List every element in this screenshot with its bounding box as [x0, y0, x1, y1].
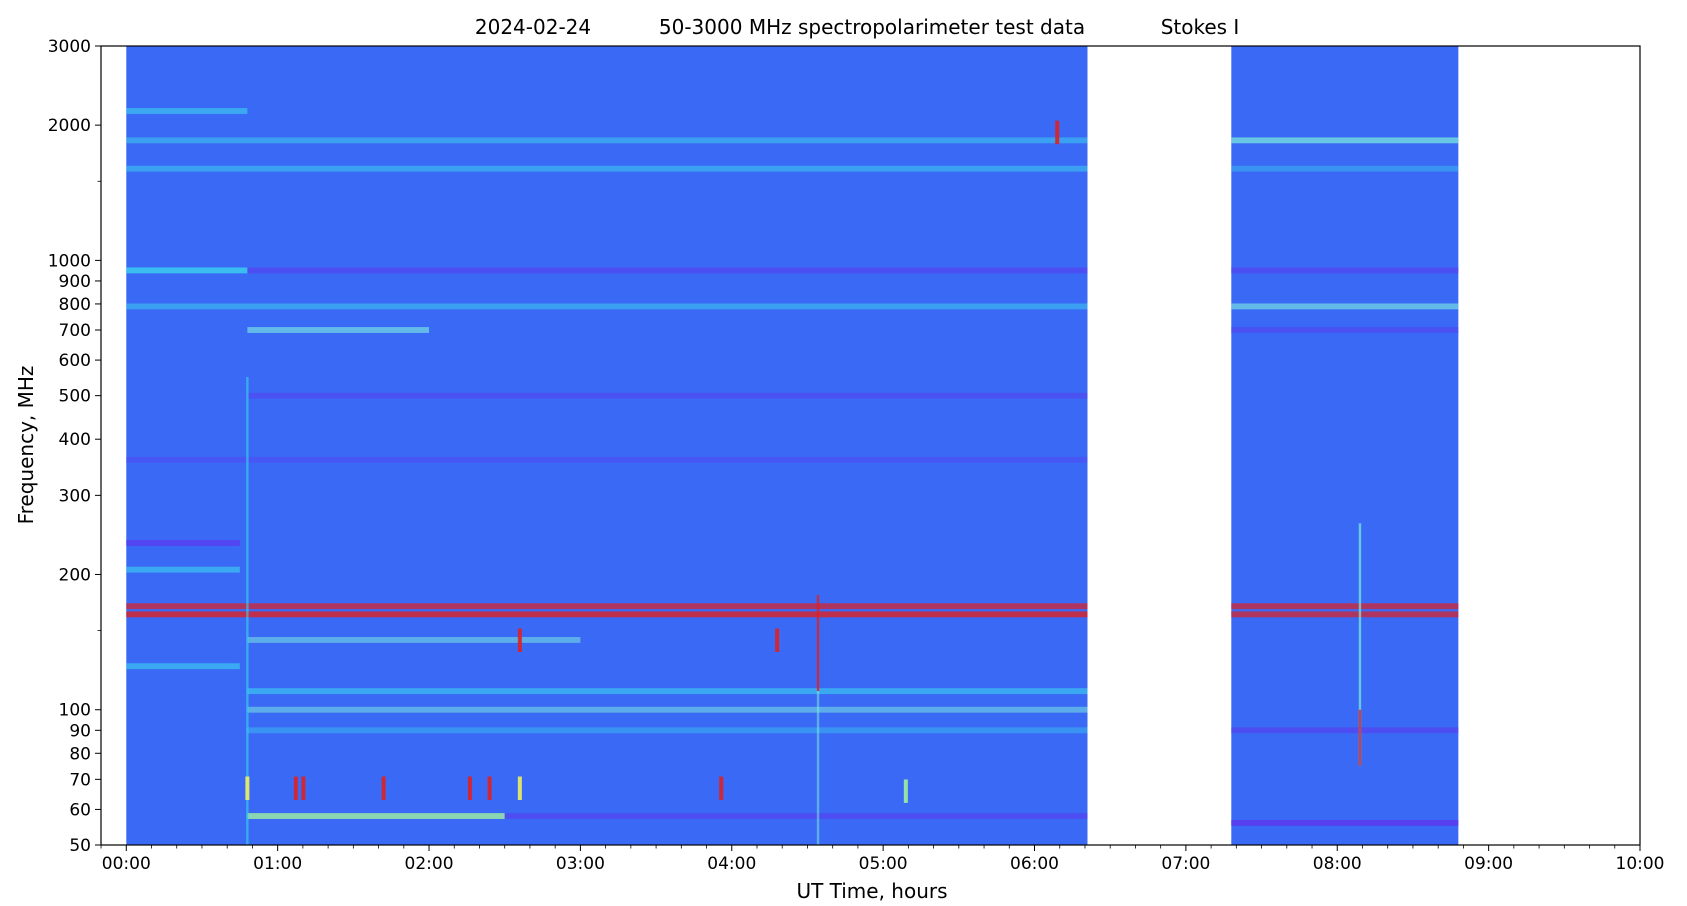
frequency-band-6: [247, 267, 1088, 274]
y-tick-label-9: 500: [59, 387, 91, 407]
x-tick-label-9: 09:00: [1464, 854, 1513, 874]
vertical-feature-0: [246, 377, 249, 845]
x-tick-label-0: 00:00: [102, 854, 151, 874]
frequency-band-20: [247, 637, 581, 643]
burst-feature-8: [903, 779, 908, 803]
frequency-band-25: [1231, 727, 1459, 734]
x-tick-label-7: 07:00: [1161, 854, 1210, 874]
y-axis-label: Frequency, MHz: [14, 366, 38, 525]
burst-feature-2: [301, 776, 306, 800]
frequency-band-13: [126, 456, 1088, 463]
y-tick-label-14: 1000: [48, 251, 91, 271]
burst-feature-4: [467, 776, 472, 800]
frequency-band-2: [1231, 137, 1459, 144]
burst-feature-6: [517, 776, 522, 800]
y-tick-label-6: 200: [59, 565, 91, 585]
frequency-band-22: [247, 688, 1088, 695]
burst-feature-10: [517, 628, 522, 653]
frequency-band-8: [126, 303, 1088, 310]
title-date: 2024-02-24: [475, 15, 591, 39]
y-tick-label-2: 70: [69, 770, 91, 790]
y-tick-label-0: 50: [69, 836, 91, 856]
y-tick-label-4: 90: [69, 721, 91, 741]
y-tick-label-13: 900: [59, 272, 91, 292]
frequency-band-24: [247, 727, 1088, 734]
data-segment-1: [1231, 46, 1459, 845]
x-tick-label-2: 02:00: [405, 854, 454, 874]
y-tick-label-8: 400: [59, 430, 91, 450]
vertical-feature-3: [1358, 523, 1362, 766]
frequency-band-19: [1231, 611, 1459, 618]
plot-frame: [100, 45, 1641, 846]
burst-feature-0: [245, 776, 250, 800]
x-tick-label-8: 08:00: [1313, 854, 1362, 874]
title-description: 50-3000 MHz spectropolarimeter test data: [659, 15, 1085, 39]
frequency-band-9: [1231, 303, 1459, 310]
x-tick-label-5: 05:00: [859, 854, 908, 874]
frequency-band-1: [126, 137, 1088, 144]
y-tick-label-5: 100: [59, 701, 91, 721]
y-tick-label-1: 60: [69, 800, 91, 820]
frequency-band-28: [1231, 819, 1459, 826]
burst-feature-3: [381, 776, 386, 800]
frequency-band-17: [1231, 603, 1459, 610]
vertical-feature-4: [1358, 709, 1362, 766]
frequency-band-16: [126, 603, 1088, 610]
x-tick-label-4: 04:00: [707, 854, 756, 874]
frequency-band-27: [504, 813, 1088, 819]
frequency-band-11: [1231, 327, 1459, 333]
x-axis-label: UT Time, hours: [796, 879, 947, 903]
x-tick-label-3: 03:00: [556, 854, 605, 874]
frequency-band-14: [126, 540, 240, 546]
frequency-band-3: [126, 165, 1088, 172]
y-tick-label-11: 700: [59, 321, 91, 341]
frequency-band-15: [126, 566, 240, 573]
frequency-band-5: [126, 267, 248, 274]
x-tick-label-6: 06:00: [1010, 854, 1059, 874]
frequency-band-0: [126, 108, 248, 114]
burst-feature-5: [487, 776, 492, 800]
burst-feature-1: [293, 776, 298, 800]
y-tick-label-15: 2000: [48, 116, 91, 136]
burst-feature-11: [1055, 120, 1060, 145]
y-tick-label-10: 600: [59, 351, 91, 371]
x-axis: 00:00 01:00 02:00 03:00 04:00 05:00 06:00 07:00…: [100, 845, 1665, 874]
frequency-band-12: [247, 392, 1088, 399]
burst-feature-9: [775, 628, 780, 653]
chart-title: 2024-02-24 50-3000 MHz spectropolarimete…: [475, 15, 1239, 39]
y-tick-label-3: 80: [69, 744, 91, 764]
frequency-band-18: [126, 611, 1088, 618]
frequency-band-10: [247, 327, 430, 333]
y-tick-label-16: 3000: [48, 37, 91, 57]
plot-area: [126, 46, 1459, 845]
frequency-band-26: [247, 813, 505, 819]
x-tick-label-10: 10:00: [1616, 854, 1665, 874]
y-tick-label-12: 800: [59, 295, 91, 315]
vertical-feature-1: [816, 595, 820, 692]
vertical-feature-2: [816, 691, 820, 845]
frequency-band-7: [1231, 267, 1459, 274]
burst-feature-7: [719, 776, 724, 800]
frequency-band-4: [1231, 165, 1459, 172]
frequency-band-23: [247, 706, 1088, 713]
frequency-band-21: [126, 663, 240, 670]
y-tick-label-7: 300: [59, 486, 91, 506]
title-stokes: Stokes I: [1161, 15, 1240, 39]
x-tick-label-1: 01:00: [253, 854, 302, 874]
